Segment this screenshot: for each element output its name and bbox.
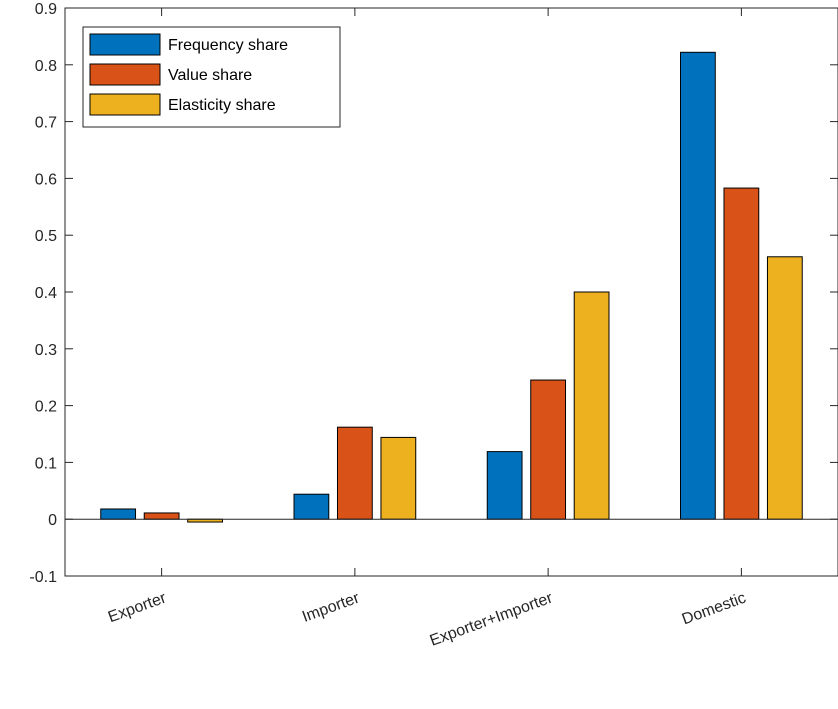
y-tick-label: 0: [48, 512, 57, 529]
bar-importer-3: [380, 436, 417, 520]
y-tick-label: 0.3: [35, 342, 57, 359]
legend: Frequency share Value share Elasticity sha…: [82, 26, 341, 128]
legend-label-1: Frequency share: [168, 37, 288, 54]
y-tick-label: 0.8: [35, 58, 57, 75]
y-tick-label: 0.7: [35, 115, 57, 132]
bar-domestic-1: [680, 51, 716, 520]
y-tick-label: 0.2: [35, 399, 57, 416]
x-tick-label: Exporter: [106, 589, 169, 626]
legend-swatch-2: [89, 63, 161, 86]
y-tick-label: 0.4: [35, 285, 57, 302]
bars-group: [100, 51, 803, 523]
bar-importer-2: [336, 426, 373, 520]
bar-exporter-1: [100, 508, 137, 520]
bar-importer-1: [293, 493, 330, 520]
x-tick-label: Domestic: [680, 590, 748, 629]
bar-exporter-importer-2: [530, 379, 567, 520]
bar-exporter-2: [143, 512, 180, 520]
legend-label-3: Elasticity share: [168, 97, 276, 114]
bar-exporter-importer-3: [573, 291, 610, 520]
x-tick-label: Exporter+Importer: [428, 589, 556, 649]
legend-swatch-3: [89, 93, 161, 116]
bar-domestic-2: [723, 187, 760, 520]
y-tick-label: 0.6: [35, 171, 57, 188]
bar-domestic-3: [766, 256, 803, 520]
y-tick-label: 0.1: [35, 455, 57, 472]
y-tick-label: 0.5: [35, 228, 57, 245]
y-tick-label: -0.1: [29, 569, 57, 586]
legend-label-2: Value share: [168, 67, 252, 84]
bar-exporter-importer-1: [486, 451, 523, 520]
legend-swatch-1: [89, 33, 161, 56]
y-tick-label: 0.9: [35, 1, 57, 18]
x-tick-label: Importer: [300, 589, 362, 626]
